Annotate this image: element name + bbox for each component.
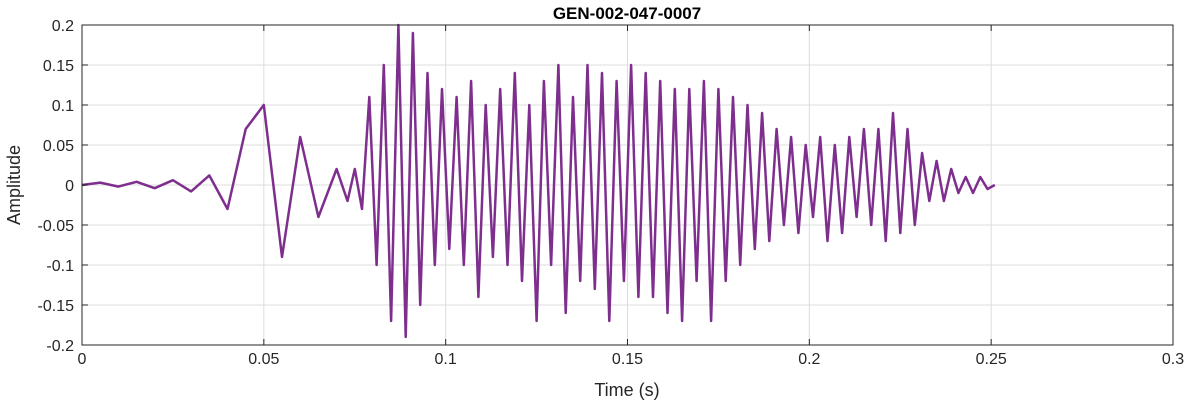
amplitude-series-line: [81, 23, 996, 339]
y-axis-label: Amplitude: [4, 145, 24, 225]
y-tick-label: 0: [65, 178, 74, 195]
x-tick-label: 0.2: [798, 351, 820, 368]
y-tick-label: -0.1: [46, 258, 74, 275]
y-tick-label: 0.05: [43, 138, 74, 155]
y-tick-label: -0.2: [46, 338, 74, 355]
x-axis-label: Time (s): [594, 380, 659, 400]
x-tick-label: 0.05: [248, 351, 279, 368]
y-tick-label: -0.05: [38, 218, 75, 235]
chart-title: GEN-002-047-0007: [553, 4, 701, 23]
y-tick-label: -0.15: [38, 298, 75, 315]
x-tick-label: 0.25: [976, 351, 1007, 368]
x-tick-label: 0.1: [435, 351, 457, 368]
y-tick-label: 0.1: [52, 98, 74, 115]
x-axis-ticks: 0 0.05 0.1 0.15 0.2 0.25 0.3: [78, 25, 1184, 368]
x-tick-label: 0.15: [612, 351, 643, 368]
y-tick-label: 0.15: [43, 58, 74, 75]
x-tick-label: 0.3: [1162, 351, 1184, 368]
y-axis-ticks: 0.2 0.15 0.1 0.05 0 -0.05 -0.1 -0.15 -0.2: [38, 18, 1173, 355]
x-tick-label: 0: [78, 351, 87, 368]
y-tick-label: 0.2: [52, 18, 74, 35]
